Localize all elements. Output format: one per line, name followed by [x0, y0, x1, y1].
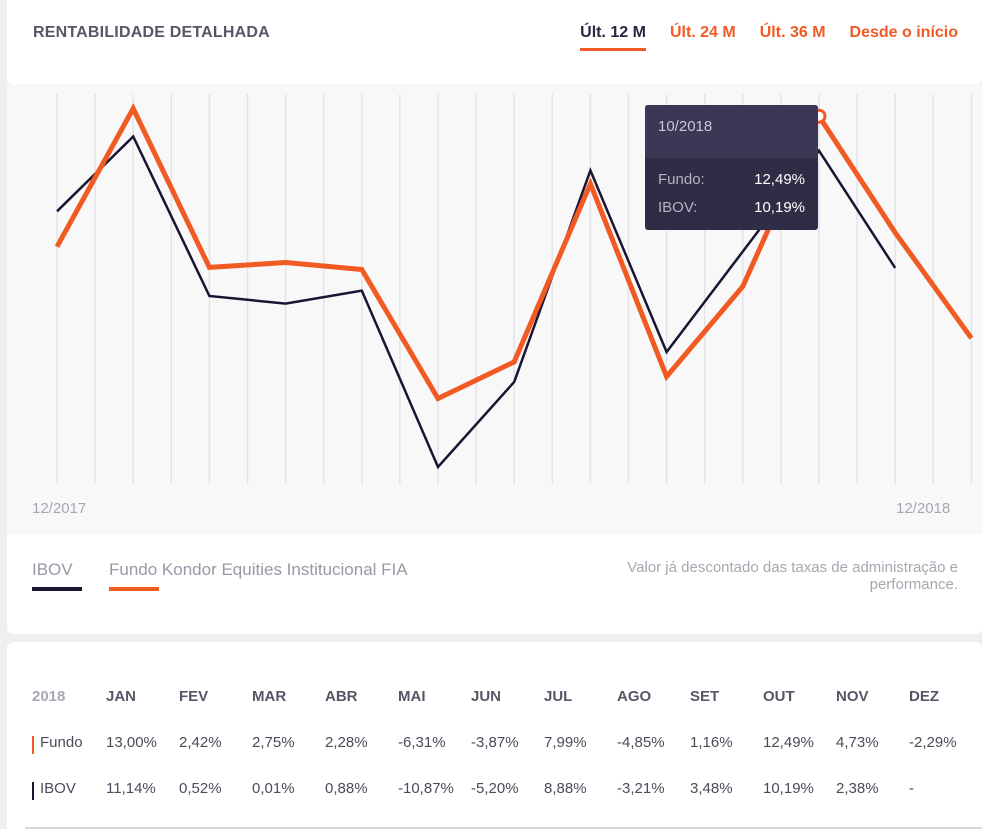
tooltip-label: Fundo:: [658, 171, 705, 188]
month-header: MAI: [398, 688, 426, 705]
table-cell: 0,88%: [325, 780, 368, 797]
table-cell: -5,20%: [471, 780, 519, 797]
row-marker: [32, 782, 34, 800]
row-label-ibov: IBOV: [32, 780, 76, 800]
tooltip-value: 10,19%: [754, 199, 805, 216]
table-cell: -3,87%: [471, 734, 519, 751]
table-cell: 2,28%: [325, 734, 368, 751]
month-header: DEZ: [909, 688, 939, 705]
month-header: SET: [690, 688, 720, 705]
tooltip-row-ibov: IBOV: 10,19%: [645, 194, 818, 222]
legend-item-fundo[interactable]: Fundo Kondor Equities Institucional FIA: [109, 560, 408, 591]
tab-36m[interactable]: Últ. 36 M: [759, 24, 826, 41]
table-cell: -4,85%: [617, 734, 665, 751]
line-chart[interactable]: [7, 84, 982, 534]
returns-table: 2018 JAN FEV MAR ABR MAI JUN JUL AGO SET…: [7, 642, 982, 829]
month-header: ABR: [325, 688, 358, 705]
table-cell: -6,31%: [398, 734, 446, 751]
table-header-row: 2018 JAN FEV MAR ABR MAI JUN JUL AGO SET…: [7, 688, 982, 712]
row-label-text: Fundo: [40, 734, 83, 751]
tooltip-date: 10/2018: [645, 105, 818, 158]
table-cell: 0,52%: [179, 780, 222, 797]
table-cell: -: [909, 780, 914, 797]
chart-area: [7, 84, 982, 534]
row-label-fundo: Fundo: [32, 734, 83, 754]
month-header: JUN: [471, 688, 502, 705]
legend-swatch: [32, 587, 82, 591]
fee-note: Valor já descontado das taxas de adminis…: [627, 559, 958, 593]
legend-label: IBOV: [32, 560, 73, 579]
x-axis-end-label: 12/2018: [896, 500, 951, 517]
tooltip-value: 12,49%: [754, 171, 805, 188]
table-cell: 10,19%: [763, 780, 814, 797]
header-card: RENTABILIDADE DETALHADA Últ. 12 M Últ. 2…: [7, 0, 982, 84]
table-row: Fundo 13,00% 2,42% 2,75% 2,28% -6,31% -3…: [7, 734, 982, 758]
chart-tooltip: 10/2018 Fundo: 12,49% IBOV: 10,19%: [645, 105, 818, 230]
table-cell: -10,87%: [398, 780, 454, 797]
month-header: JUL: [544, 688, 573, 705]
table-cell: 4,73%: [836, 734, 879, 751]
tooltip-label: IBOV:: [658, 199, 698, 216]
table-row: IBOV 11,14% 0,52% 0,01% 0,88% -10,87% -5…: [7, 780, 982, 804]
x-axis-start-label: 12/2017: [32, 500, 87, 517]
table-cell: 0,01%: [252, 780, 295, 797]
section-title: RENTABILIDADE DETALHADA: [33, 24, 270, 41]
table-cell: -2,29%: [909, 734, 957, 751]
month-header: JAN: [106, 688, 137, 705]
table-cell: 7,99%: [544, 734, 587, 751]
table-cell: 13,00%: [106, 734, 157, 751]
month-header: OUT: [763, 688, 795, 705]
month-header: NOV: [836, 688, 869, 705]
table-cell: 1,16%: [690, 734, 733, 751]
table-cell: 2,38%: [836, 780, 879, 797]
legend-card: IBOV Fundo Kondor Equities Institucional…: [7, 534, 982, 634]
tab-24m[interactable]: Últ. 24 M: [669, 24, 736, 41]
table-cell: 2,42%: [179, 734, 222, 751]
table-cell: 8,88%: [544, 780, 587, 797]
table-cell: 12,49%: [763, 734, 814, 751]
tab-since-start[interactable]: Desde o início: [849, 24, 958, 41]
legend-swatch: [109, 587, 159, 591]
table-cell: 3,48%: [690, 780, 733, 797]
legend-label: Fundo Kondor Equities Institucional FIA: [109, 560, 408, 579]
period-tabs: Últ. 12 M Últ. 24 M Últ. 36 M Desde o in…: [580, 24, 958, 51]
legend-item-ibov[interactable]: IBOV: [32, 560, 82, 591]
month-header: FEV: [179, 688, 209, 705]
table-year: 2018: [32, 688, 66, 705]
tab-12m[interactable]: Últ. 12 M: [580, 24, 646, 51]
table-cell: 2,75%: [252, 734, 295, 751]
series-line-ibov[interactable]: [56, 134, 897, 470]
table-cell: 11,14%: [106, 780, 156, 797]
row-marker: [32, 736, 34, 754]
month-header: MAR: [252, 688, 287, 705]
month-header: AGO: [617, 688, 652, 705]
table-cell: -3,21%: [617, 780, 665, 797]
table-bottom-divider: [25, 827, 982, 829]
row-label-text: IBOV: [40, 780, 76, 797]
tooltip-row-fundo: Fundo: 12,49%: [645, 166, 818, 194]
